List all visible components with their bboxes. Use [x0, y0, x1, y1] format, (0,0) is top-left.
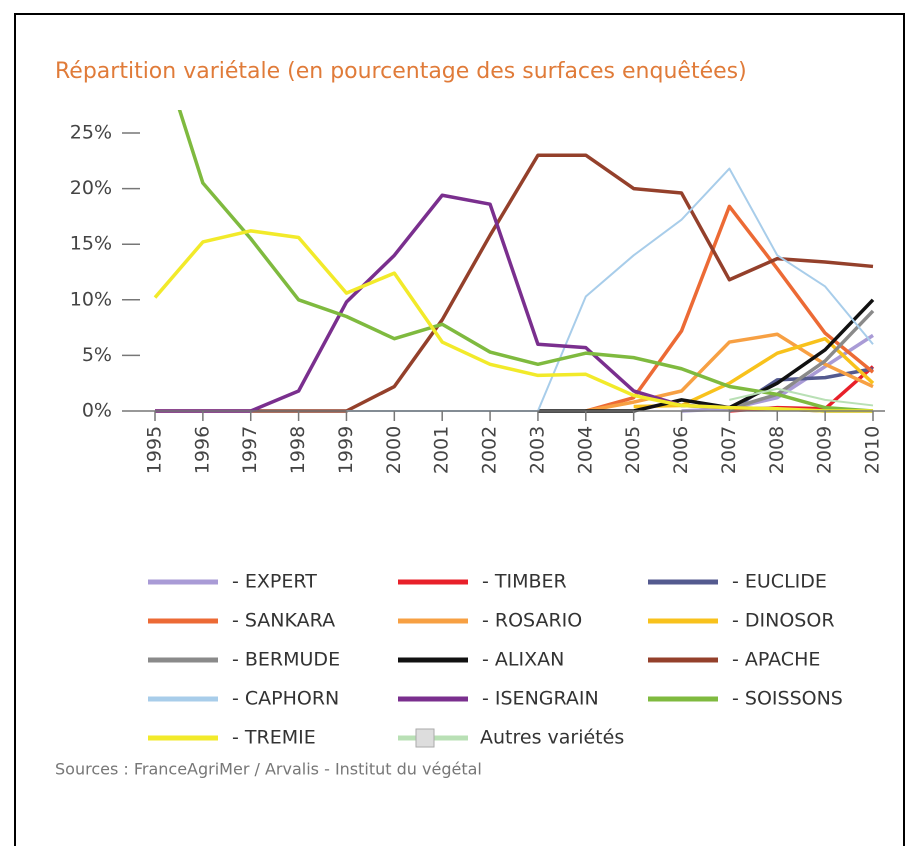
legend-label: - BERMUDE [232, 649, 340, 671]
x-tick-label: 2010 [862, 426, 884, 474]
legend-label: - ISENGRAIN [482, 688, 599, 710]
x-tick-label: 1995 [144, 426, 166, 474]
x-tick-label: 2008 [766, 426, 788, 474]
y-tick-label: 5% [82, 344, 112, 366]
series-line [681, 333, 874, 413]
series-line [177, 110, 874, 413]
x-tick-label: 2000 [383, 426, 405, 474]
legend-label: - ALIXAN [482, 649, 564, 671]
x-tick-label: 2003 [526, 426, 548, 474]
legend-label: - ROSARIO [482, 610, 582, 632]
series-line [153, 229, 873, 413]
frame [14, 13, 905, 850]
x-tick-label: 1999 [335, 426, 357, 474]
legend-icon [415, 728, 435, 748]
series-line [155, 193, 873, 413]
legend-label: - TREMIE [232, 727, 316, 749]
legend-label: Autres variétés [480, 727, 624, 749]
x-tick-label: 1997 [239, 426, 261, 474]
series-line [585, 204, 875, 413]
plot [153, 110, 875, 413]
series-line [585, 332, 874, 413]
source: Sources : FranceAgriMer / Arvalis - Inst… [55, 760, 482, 779]
legend-label: - EUCLIDE [732, 571, 827, 593]
x-tick-label: 2006 [670, 426, 692, 474]
legend-label: - EXPERT [232, 571, 317, 593]
y-tick-label: 25% [70, 122, 112, 144]
x-tick-label: 1996 [191, 426, 213, 474]
x-tick-label: 2002 [479, 426, 501, 474]
y-tick-label: 0% [82, 400, 112, 422]
legend-label: - SANKARA [232, 610, 335, 632]
series-line [728, 309, 875, 411]
y-tick-label: 15% [70, 233, 112, 255]
series-line [729, 387, 874, 407]
y-tick-label: 10% [70, 288, 112, 310]
legend-label: - APACHE [732, 649, 820, 671]
x-tick-label: 2001 [431, 426, 453, 474]
y-tick-label: 20% [70, 177, 112, 199]
series-line [155, 153, 874, 413]
x-tick-label: 2009 [814, 426, 836, 474]
legend-label: - SOISSONS [732, 688, 843, 710]
legend-label: - DINOSOR [732, 610, 835, 632]
x-tick-label: 1998 [287, 426, 309, 474]
series-line [633, 336, 875, 409]
chart-title: Répartition variétale (en pourcentage de… [55, 59, 747, 84]
x-tick-label: 2004 [574, 426, 596, 474]
x-tick-label: 2007 [718, 426, 740, 474]
legend-label: - TIMBER [482, 571, 567, 593]
legend-label: - CAPHORN [232, 688, 339, 710]
x-tick-label: 2005 [622, 426, 644, 474]
